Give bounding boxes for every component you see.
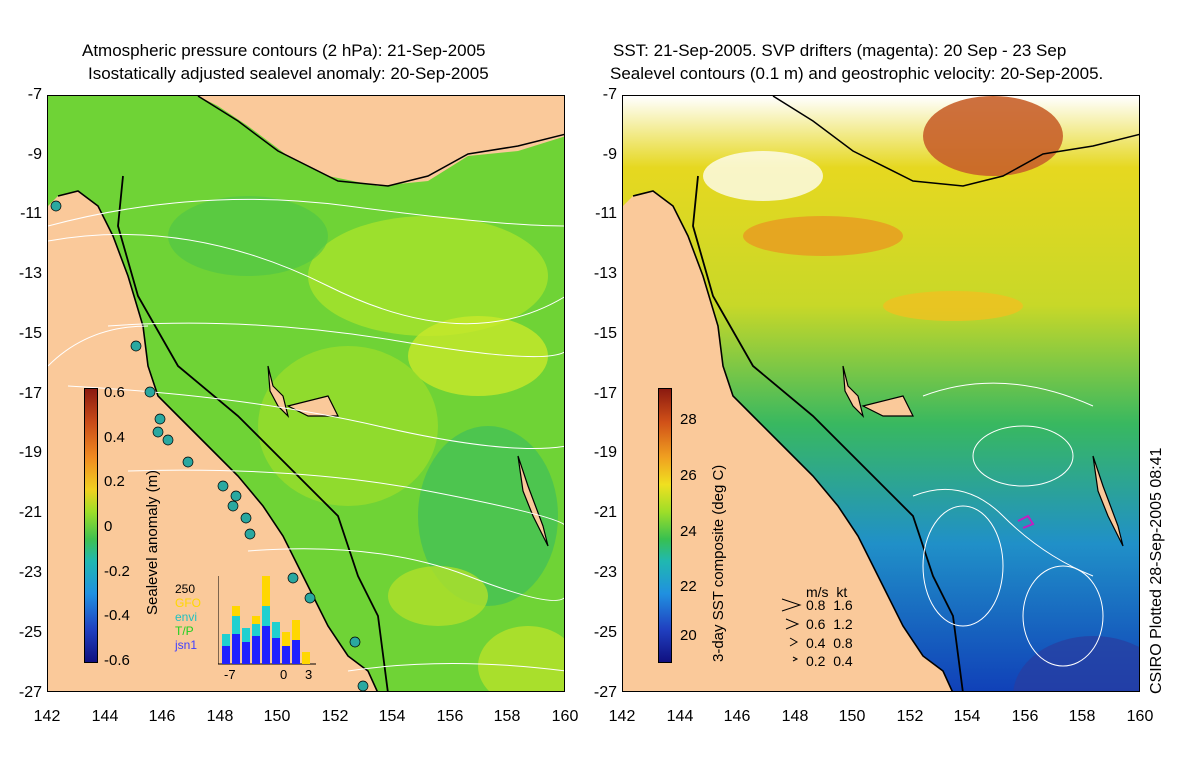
lat-tick: -15 bbox=[18, 325, 42, 342]
colorbar-tick: 22 bbox=[680, 578, 697, 595]
lat-tick: -7 bbox=[27, 86, 42, 103]
sst-colorbar bbox=[658, 388, 672, 663]
lat-tick: -9 bbox=[27, 146, 42, 163]
colorbar-tick: 0.6 bbox=[104, 384, 125, 401]
colorbar-tick: 28 bbox=[680, 411, 697, 428]
colorbar-tick: 0.2 bbox=[104, 473, 125, 490]
velocity-legend-row: 0.8 1.6 bbox=[806, 597, 853, 613]
lat-tick: -19 bbox=[593, 444, 617, 461]
lon-tick: 144 bbox=[666, 708, 694, 725]
lat-tick: -17 bbox=[18, 385, 42, 402]
colorbar-tick: -0.4 bbox=[104, 607, 130, 624]
lon-tick: 144 bbox=[91, 708, 119, 725]
lat-tick: -23 bbox=[593, 564, 617, 581]
lat-tick: -13 bbox=[593, 265, 617, 282]
velocity-arrows bbox=[781, 598, 802, 662]
lat-tick: -11 bbox=[595, 205, 617, 222]
lon-tick: 146 bbox=[148, 708, 176, 725]
hist-xtick: 3 bbox=[305, 667, 313, 682]
lat-tick: -25 bbox=[18, 624, 42, 641]
lon-tick: 142 bbox=[33, 708, 61, 725]
left-title-line1: Atmospheric pressure contours (2 hPa): 2… bbox=[82, 41, 486, 60]
hist-legend-tp: T/P bbox=[175, 624, 194, 638]
right-title-line1: SST: 21-Sep-2005. SVP drifters (magenta)… bbox=[613, 41, 1067, 60]
lon-tick: 150 bbox=[838, 708, 866, 725]
lon-tick: 160 bbox=[1126, 708, 1154, 725]
lat-tick: -27 bbox=[18, 684, 42, 701]
lon-tick: 148 bbox=[206, 708, 234, 725]
hist-bars bbox=[218, 576, 316, 665]
lat-tick: -27 bbox=[593, 684, 617, 701]
lat-tick: -19 bbox=[18, 444, 42, 461]
velocity-legend-row: 0.6 1.2 bbox=[806, 616, 853, 632]
colorbar-tick: 0 bbox=[104, 518, 113, 535]
lon-tick: 148 bbox=[781, 708, 809, 725]
lon-tick: 152 bbox=[896, 708, 924, 725]
velocity-legend-header: m/s kt bbox=[806, 584, 848, 600]
sst-colorbar-label: 3-day SST composite (deg C) bbox=[710, 464, 727, 662]
sealevel-colorbar-label: Sealevel anomaly (m) bbox=[144, 469, 161, 615]
colorbar-tick: 0.4 bbox=[104, 429, 125, 446]
plot-credit: CSIRO Plotted 28-Sep-2005 08:41 bbox=[1148, 447, 1165, 694]
lat-tick: -11 bbox=[20, 205, 42, 222]
colorbar-tick: 20 bbox=[680, 627, 697, 644]
hist-legend-jsn1: jsn1 bbox=[175, 638, 198, 652]
colorbar-tick: -0.2 bbox=[104, 563, 130, 580]
lon-tick: 156 bbox=[1011, 708, 1039, 725]
lon-tick: 152 bbox=[321, 708, 349, 725]
lon-tick: 146 bbox=[723, 708, 751, 725]
colorbar-tick: -0.6 bbox=[104, 652, 130, 669]
lon-tick: 158 bbox=[1068, 708, 1096, 725]
hist-xtick: -7 bbox=[224, 667, 236, 682]
hist-legend-gfo: GFO bbox=[175, 596, 201, 610]
sealevel-anomaly-map-svg bbox=[48, 96, 564, 691]
sealevel-colorbar bbox=[84, 388, 98, 663]
lat-tick: -17 bbox=[593, 385, 617, 402]
right-title-line2: Sealevel contours (0.1 m) and geostrophi… bbox=[610, 64, 1104, 83]
velocity-legend-row: 0.2 0.4 bbox=[806, 653, 853, 669]
lat-tick: -7 bbox=[602, 86, 617, 103]
hist-count: 250 bbox=[175, 582, 196, 596]
left-title-line2: Isostatically adjusted sealevel anomaly:… bbox=[88, 64, 489, 83]
lat-tick: -23 bbox=[18, 564, 42, 581]
colorbar-tick: 24 bbox=[680, 523, 697, 540]
lat-tick: -21 bbox=[18, 504, 42, 521]
lon-tick: 150 bbox=[263, 708, 291, 725]
lat-tick: -25 bbox=[593, 624, 617, 641]
colorbar-tick: 26 bbox=[680, 467, 697, 484]
lat-tick: -13 bbox=[18, 265, 42, 282]
lon-tick: 156 bbox=[436, 708, 464, 725]
lat-tick: -15 bbox=[593, 325, 617, 342]
velocity-legend-row: 0.4 0.8 bbox=[806, 635, 853, 651]
hist-xtick: 0 bbox=[280, 667, 288, 682]
lon-tick: 158 bbox=[493, 708, 521, 725]
sst-map bbox=[622, 95, 1140, 692]
lon-tick: 160 bbox=[551, 708, 579, 725]
lat-tick: -9 bbox=[602, 146, 617, 163]
hist-legend-envi: envi bbox=[175, 610, 198, 624]
lon-tick: 142 bbox=[608, 708, 636, 725]
sealevel-anomaly-map bbox=[47, 95, 565, 692]
sst-map-svg bbox=[623, 96, 1139, 691]
lat-tick: -21 bbox=[593, 504, 617, 521]
lon-tick: 154 bbox=[378, 708, 406, 725]
lon-tick: 154 bbox=[953, 708, 981, 725]
